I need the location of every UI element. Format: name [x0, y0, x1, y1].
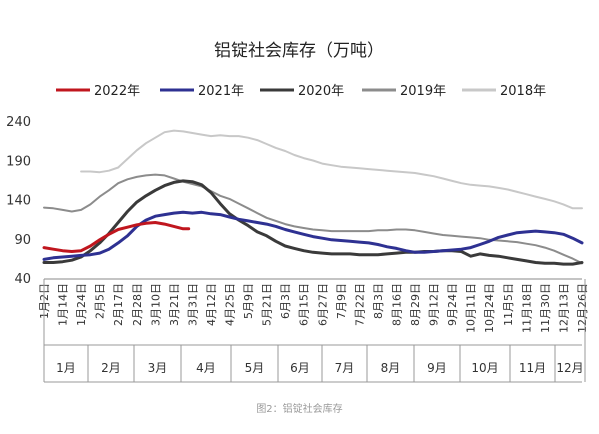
month-label: 12月: [556, 361, 583, 375]
legend-label: 2021年: [198, 84, 244, 99]
x-tick-label: 4月25日: [224, 283, 237, 326]
series-lines: [42, 129, 584, 266]
series-line: [42, 179, 584, 266]
legend-label: 2022年: [94, 84, 140, 99]
x-tick-label: 12月13日: [557, 283, 570, 333]
month-label: 4月: [196, 361, 216, 375]
series-line: [80, 129, 583, 210]
x-tick-label: 10月11日: [465, 283, 478, 333]
series-line: [42, 221, 191, 253]
month-label: 11月: [519, 361, 546, 375]
x-tick-label: 5月9日: [242, 283, 255, 319]
legend: 2022年 2021年 2020年 2019年 2018年: [56, 84, 546, 99]
month-label: 7月: [335, 361, 355, 375]
month-label: 6月: [290, 361, 310, 375]
x-tick-label: 3月31日: [186, 283, 199, 326]
x-tick-label: 8月29日: [409, 283, 422, 326]
legend-label: 2019年: [400, 84, 446, 99]
x-tick-label: 11月5日: [502, 283, 515, 326]
series-line: [42, 210, 584, 261]
month-label: 5月: [245, 361, 265, 375]
y-tick-label: 140: [6, 194, 31, 209]
x-tick-label: 1月24日: [75, 283, 88, 326]
legend-label: 2020年: [298, 84, 344, 99]
x-tick-label: 4月12日: [205, 283, 218, 326]
month-label: 1月: [56, 361, 76, 375]
figure-caption: 图2：铝锭社会库存: [256, 404, 343, 415]
chart-title: 铝锭社会库存（万吨）: [214, 41, 384, 61]
legend-label: 2018年: [500, 84, 546, 99]
month-label: 3月: [148, 361, 168, 375]
month-label: 9月: [427, 361, 447, 375]
x-tick-label: 10月24日: [483, 283, 496, 333]
x-tick-label: 7月9日: [335, 283, 348, 319]
x-tick-label: 8月16日: [390, 283, 403, 326]
x-tick-label: 2月5日: [94, 283, 107, 319]
x-tick-label: 2月28日: [131, 283, 144, 326]
x-tick-label: 2月17日: [112, 283, 125, 326]
y-tick-label: 240: [6, 115, 31, 130]
x-tick-label: 8月3日: [372, 283, 385, 319]
month-label: 8月: [381, 361, 401, 375]
x-tick-label: 11月18日: [520, 283, 533, 333]
x-tick-label: 12月26日: [576, 283, 589, 333]
x-tick-label: 11月30日: [539, 283, 552, 333]
x-tick-label: 3月21日: [168, 283, 181, 326]
x-tick-label: 9月24日: [446, 283, 459, 326]
month-label: 2月: [101, 361, 121, 375]
axes: 40901401902401月2日1月14日1月24日2月5日2月17日2月28…: [6, 115, 589, 383]
y-tick-label: 40: [14, 272, 31, 287]
month-label: 10月: [471, 361, 498, 375]
x-tick-label: 7月22日: [353, 283, 366, 326]
x-tick-label: 6月27日: [316, 283, 329, 326]
x-tick-label: 9月12日: [428, 283, 441, 326]
x-tick-label: 1月14日: [57, 283, 70, 326]
x-tick-label: 6月3日: [279, 283, 292, 319]
x-tick-label: 6月15日: [298, 283, 311, 326]
x-tick-label: 5月21日: [261, 283, 274, 326]
y-tick-label: 90: [14, 233, 31, 248]
y-tick-label: 190: [6, 154, 31, 169]
x-tick-label: 3月10日: [149, 283, 162, 326]
